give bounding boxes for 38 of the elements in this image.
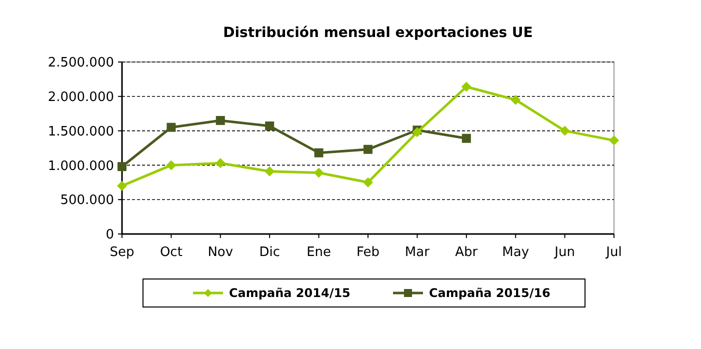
x-tick-label: Ene	[306, 245, 332, 260]
point	[118, 162, 126, 172]
x-tick-label: Nov	[208, 245, 234, 260]
legend-label: Campaña 2015/16	[429, 286, 550, 300]
x-tick-label: Mar	[404, 245, 430, 260]
x-tick-label: Feb	[356, 245, 380, 260]
point	[117, 180, 127, 191]
point	[363, 177, 373, 188]
y-tick-label: 500.000	[60, 193, 114, 208]
y-tick-label: 2.000.000	[48, 90, 114, 105]
y-tick-label: 1.000.000	[48, 158, 114, 174]
point	[609, 135, 619, 146]
x-tick-label: May	[502, 245, 530, 260]
y-tick-label: 2.500.000	[48, 56, 114, 71]
x-tick-label: Sep	[110, 245, 134, 260]
point	[264, 166, 275, 176]
y-tick-label: 0	[106, 228, 114, 243]
x-tick-label: Oct	[160, 245, 182, 260]
x-tick-label: Jul	[605, 245, 622, 260]
x-tick-label: Dic	[259, 245, 280, 260]
x-tick-label: Jun	[554, 245, 575, 260]
point	[216, 116, 225, 125]
point	[510, 94, 521, 105]
chart-title: Distribución mensual exportaciones UE	[223, 25, 533, 41]
point	[461, 82, 472, 92]
point	[215, 158, 226, 168]
legend-label: Campaña 2014/15	[229, 286, 350, 300]
point	[166, 122, 176, 132]
point	[364, 144, 372, 154]
point	[412, 127, 422, 138]
y-tick-label: 1.500.000	[48, 124, 114, 140]
point	[166, 160, 176, 170]
point	[560, 126, 570, 136]
point	[314, 168, 324, 178]
point	[462, 134, 471, 143]
point	[314, 148, 324, 158]
x-tick-label: Abr	[455, 245, 478, 260]
point	[265, 121, 274, 130]
